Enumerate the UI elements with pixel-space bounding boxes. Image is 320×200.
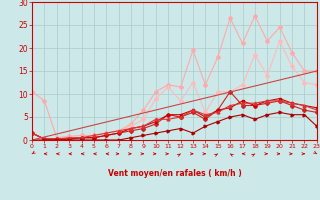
X-axis label: Vent moyen/en rafales ( km/h ): Vent moyen/en rafales ( km/h ) bbox=[108, 169, 241, 178]
